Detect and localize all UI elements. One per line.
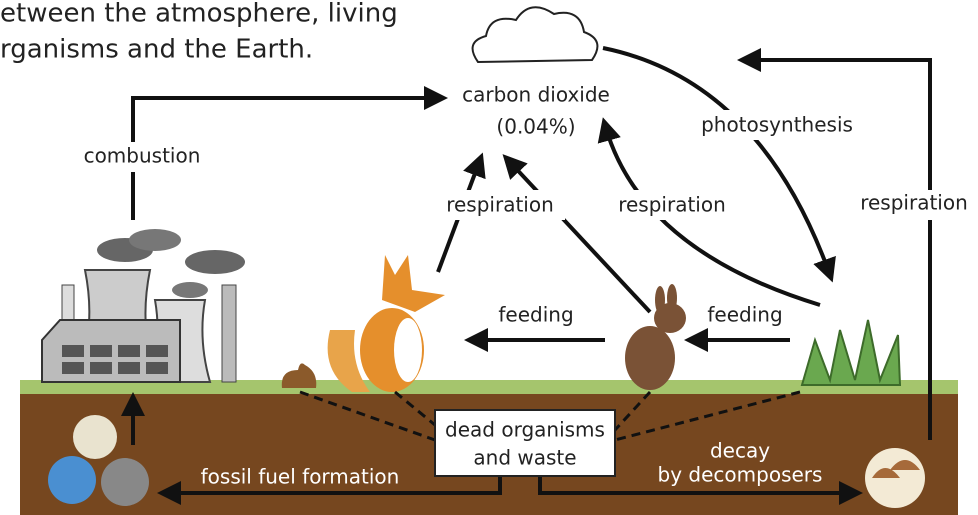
plants [802,320,900,385]
label: photosynthesis [701,113,853,137]
gas-icon [48,456,96,504]
label: by decomposers [658,463,823,487]
label: and waste [473,446,576,470]
waste [282,363,316,388]
label: combustion [84,144,201,168]
arrow [603,48,830,275]
intro-line: etween the atmosphere, living [0,0,398,29]
coal-icon [101,458,149,506]
intro-line: rganisms and the Earth. [0,35,313,65]
label: respiration [860,191,968,215]
label: decay [710,439,770,463]
label: feeding [707,303,782,327]
label: (0.04%) [496,115,575,139]
rabbit [625,284,686,390]
label: dead organisms [445,418,605,442]
carbon-cycle-diagram: etween the atmosphere, living rganisms a… [0,0,978,515]
label: carbon dioxide [462,83,610,107]
arrow [508,160,650,312]
cloud [473,7,598,62]
label: fossil fuel formation [201,465,400,489]
label: respiration [446,193,554,217]
label: respiration [618,193,726,217]
oil-icon [73,415,117,459]
fox [328,255,445,392]
power-station [42,229,245,382]
label: feeding [498,303,573,327]
